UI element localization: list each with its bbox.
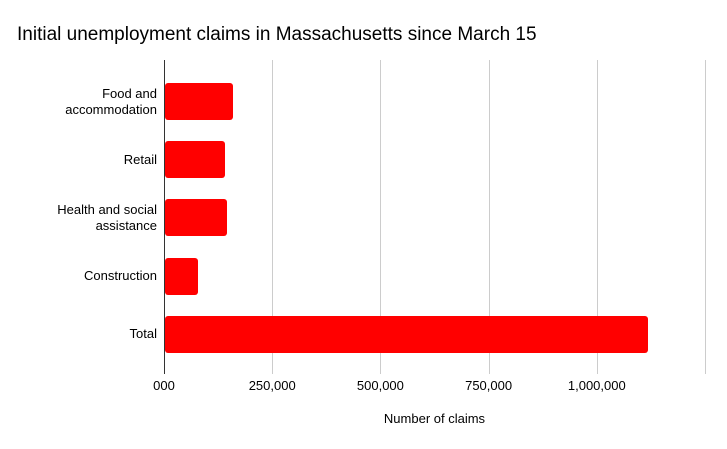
category-label: Retail <box>123 152 157 167</box>
x-tick-label: 500,000 <box>356 378 404 393</box>
x-tick-label: 000 <box>153 378 175 393</box>
x-gridline <box>705 60 706 374</box>
bar-retail <box>165 141 226 178</box>
category-label: Health and social assistance <box>57 202 157 233</box>
x-tick-label: 250,000 <box>248 378 296 393</box>
bar-construction <box>165 258 198 295</box>
x-gridline <box>380 60 382 374</box>
x-gridline <box>596 60 598 374</box>
x-tick-label: 750,000 <box>465 378 513 393</box>
category-label: Food and accommodation <box>65 86 157 117</box>
x-gridline <box>272 60 274 374</box>
bar-health-and-social-assistance <box>165 199 228 236</box>
bar-food-and-accommodation <box>165 83 233 120</box>
x-tick-label: 1,000,000 <box>567 378 626 393</box>
x-gridline <box>488 60 490 374</box>
chart-title: Initial unemployment claims in Massachus… <box>17 24 537 45</box>
category-label: Construction <box>84 268 157 283</box>
bar-total <box>165 316 648 353</box>
y-axis-line <box>164 60 165 374</box>
plot-area <box>164 60 706 374</box>
x-axis-title: Number of claims <box>383 411 486 426</box>
category-label: Total <box>129 326 157 341</box>
